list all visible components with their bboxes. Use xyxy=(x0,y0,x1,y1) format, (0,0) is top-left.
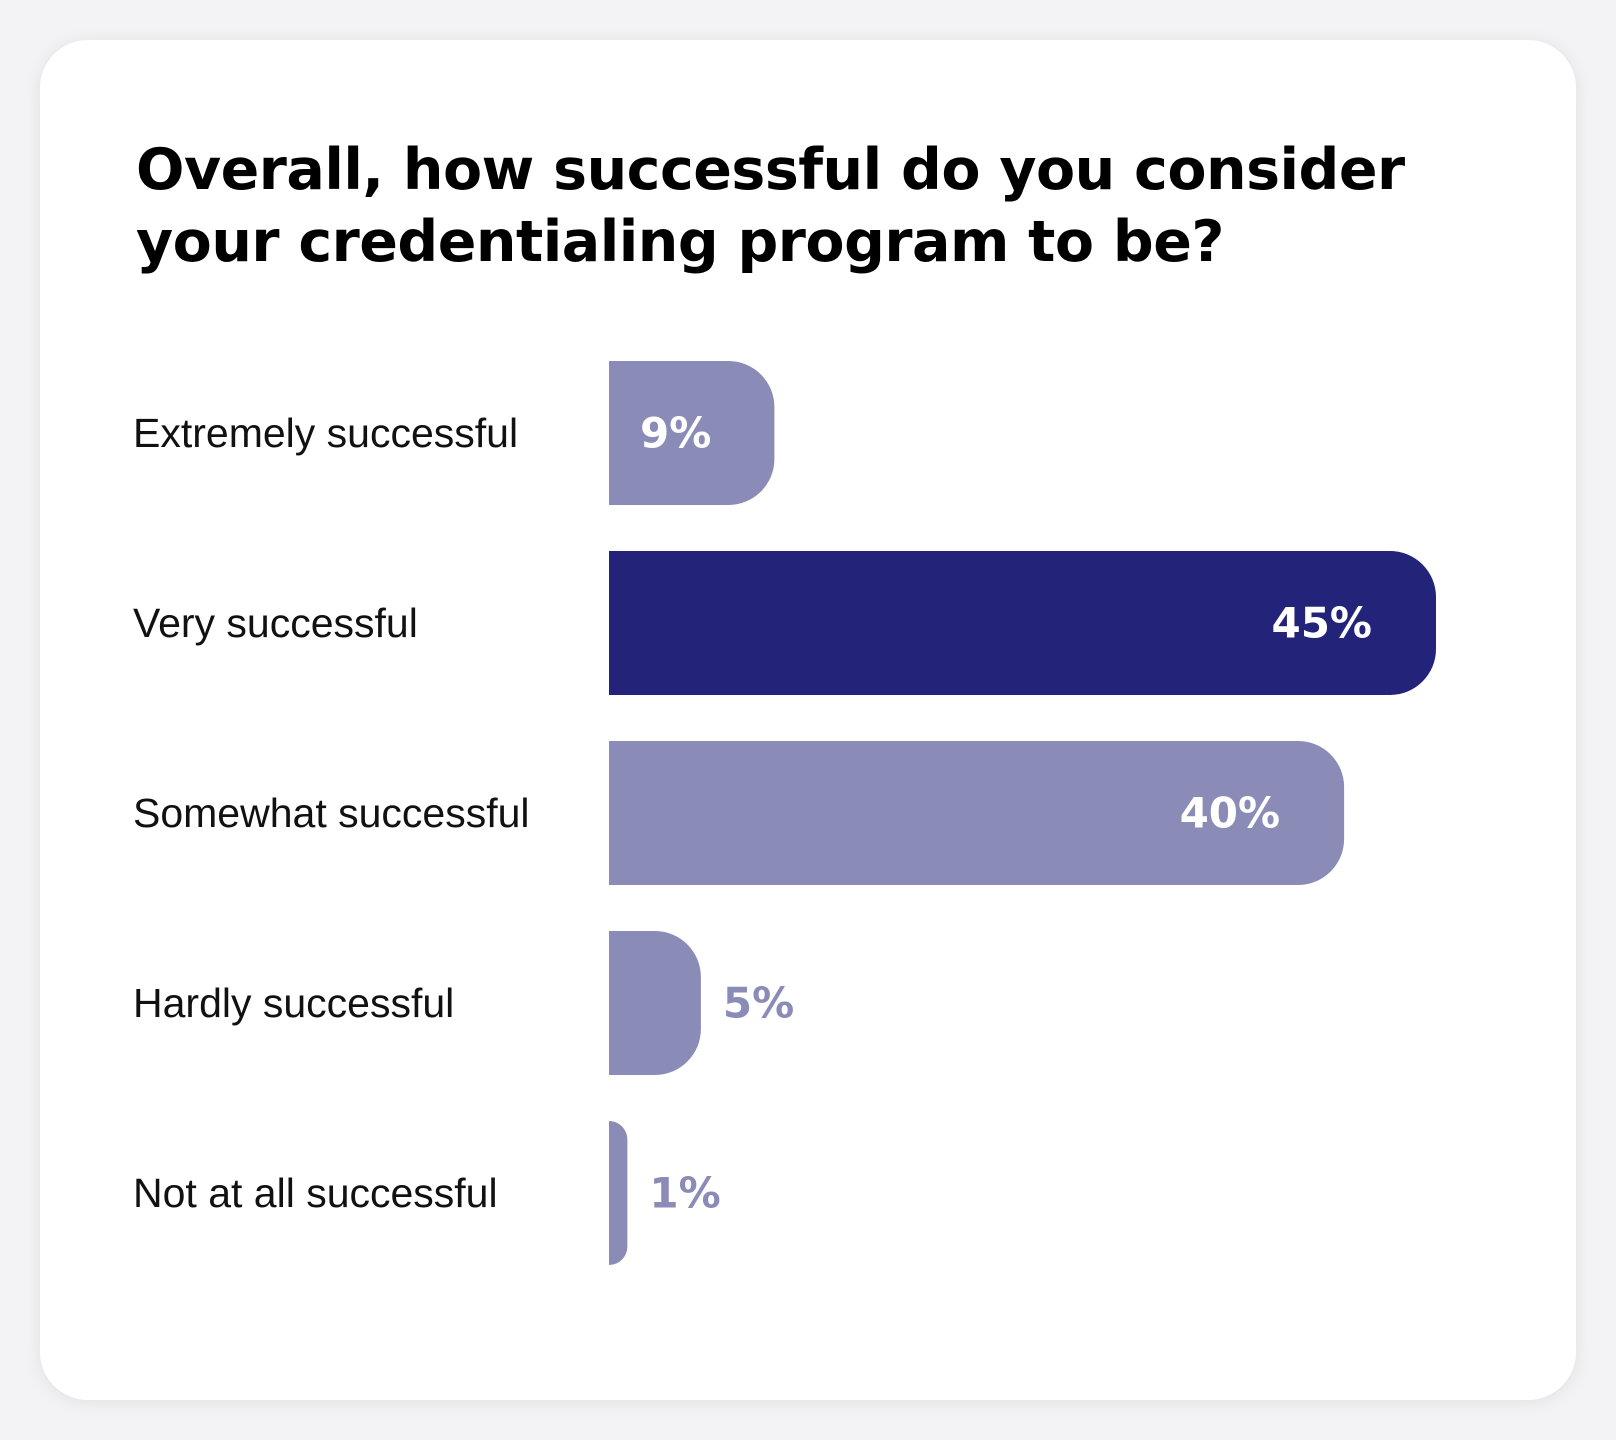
data-label: 40% xyxy=(1180,789,1281,838)
category-label: Not at all successful xyxy=(133,1170,498,1216)
chart-title: Overall, how successful do you consider … xyxy=(136,137,1405,275)
bar xyxy=(609,741,1345,885)
data-label: 1% xyxy=(649,1169,720,1218)
bar xyxy=(609,361,775,505)
data-label: 5% xyxy=(723,979,794,1028)
bar-chart: Extremely successful 9% Very successful 45%… xyxy=(133,361,1436,1265)
category-label: Very successful xyxy=(133,600,418,646)
bar xyxy=(609,551,1436,695)
category-label: Extremely successful xyxy=(133,410,518,456)
data-label: 45% xyxy=(1271,599,1372,648)
category-label: Hardly successful xyxy=(133,980,454,1026)
bar xyxy=(609,931,701,1075)
bar xyxy=(609,1121,628,1265)
chart-card: Overall, how successful do you consider … xyxy=(40,40,1576,1400)
data-label: 9% xyxy=(640,409,711,458)
category-label: Somewhat successful xyxy=(133,790,530,836)
